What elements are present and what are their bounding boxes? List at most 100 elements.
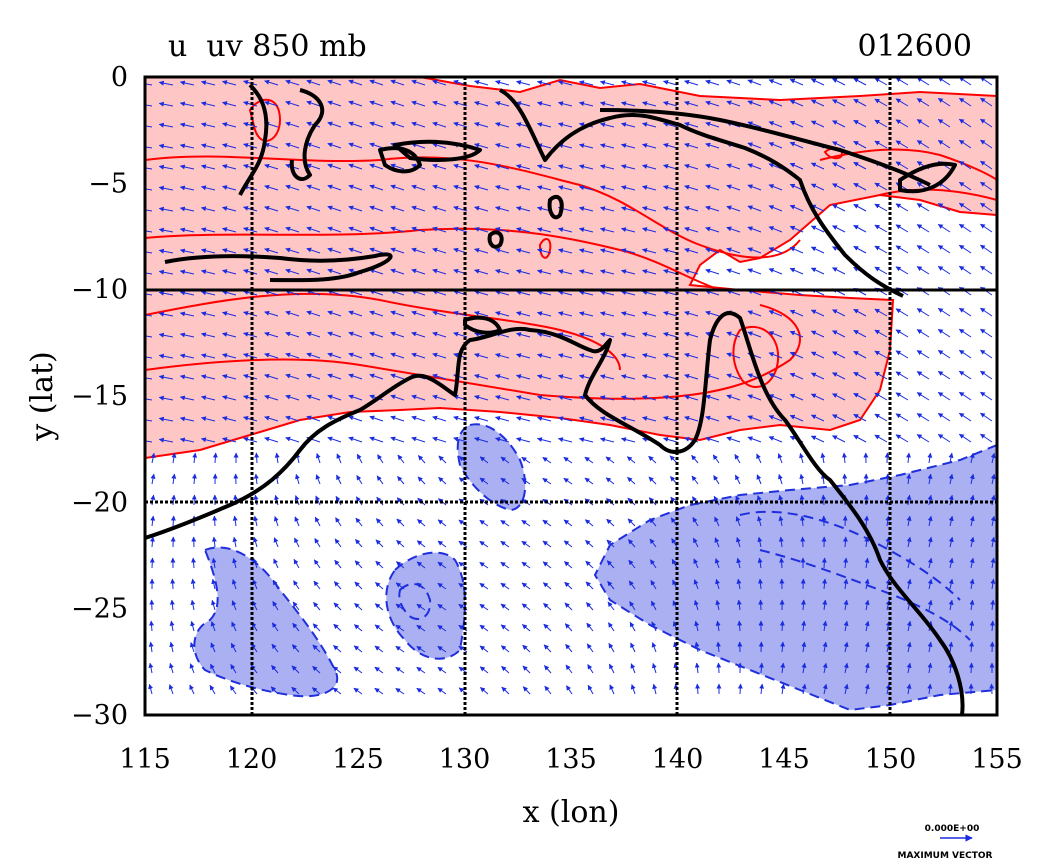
- wind-vector: [563, 540, 573, 548]
- wind-vector: [578, 227, 594, 233]
- wind-vector: [927, 557, 933, 569]
- wind-vector: [916, 140, 930, 149]
- wind-vector: [411, 331, 426, 338]
- y-tick-label: −25: [71, 594, 128, 625]
- wind-vector: [705, 226, 720, 233]
- wind-vector: [521, 603, 531, 611]
- wind-vector: [980, 244, 993, 254]
- wind-vector: [243, 289, 258, 296]
- wind-vector: [150, 494, 156, 506]
- wind-vector: [563, 519, 573, 527]
- wind-vector: [906, 578, 912, 590]
- wind-vector: [390, 394, 405, 401]
- y-tick-label: −15: [71, 381, 128, 412]
- wind-vector: [221, 395, 237, 401]
- wind-vector: [327, 373, 342, 380]
- wind-vector: [789, 351, 804, 359]
- wind-vector: [969, 578, 975, 590]
- wind-vector: [695, 683, 701, 695]
- wind-vector: [684, 205, 699, 212]
- wind-vector: [980, 223, 993, 233]
- wind-vector: [758, 662, 764, 674]
- x-tick-label: 115: [119, 744, 171, 775]
- wind-vector: [663, 206, 678, 212]
- wind-vector: [747, 310, 762, 317]
- wind-vector: [515, 164, 531, 170]
- wind-vector: [895, 308, 909, 317]
- wind-vector: [211, 578, 217, 590]
- wind-vector: [884, 473, 890, 485]
- wind-vector: [438, 476, 447, 485]
- wind-vector: [757, 557, 763, 569]
- wind-vector: [453, 415, 468, 422]
- wind-vector: [620, 248, 636, 254]
- wind-vector: [369, 331, 384, 338]
- wind-vector: [521, 561, 531, 569]
- wind-vector: [274, 494, 280, 506]
- wind-vector: [327, 310, 342, 317]
- wind-vector: [411, 310, 426, 317]
- wind-vector: [832, 330, 846, 338]
- wind-vector: [906, 494, 912, 506]
- wind-vector: [747, 226, 762, 233]
- wind-vector: [200, 416, 216, 422]
- wind-vector: [377, 454, 384, 464]
- wind-vector: [906, 683, 912, 695]
- wind-vector: [726, 436, 741, 443]
- wind-vector: [312, 623, 321, 632]
- wind-vector: [210, 621, 216, 632]
- wind-vector: [221, 311, 237, 317]
- wind-vector: [221, 164, 237, 170]
- wind-vector: [620, 101, 636, 107]
- wind-vector: [599, 269, 615, 275]
- x-tick-labels: 115 120 125 130 135 140 145 150 155: [119, 744, 1023, 775]
- wind-vector: [663, 311, 678, 317]
- wind-vector: [628, 539, 636, 548]
- wind-vector: [822, 620, 828, 632]
- wind-vector: [158, 101, 174, 107]
- wind-vector: [747, 79, 762, 86]
- wind-vector: [705, 415, 720, 422]
- wind-vector: [789, 393, 804, 401]
- wind-vector: [874, 224, 888, 233]
- wind-vector: [948, 557, 954, 569]
- wind-vector: [327, 163, 342, 170]
- wind-vector: [958, 160, 972, 170]
- wind-vector: [651, 642, 657, 653]
- wind-vector: [916, 371, 930, 380]
- wind-vector: [536, 374, 552, 380]
- wind-vector: [312, 644, 321, 653]
- wind-vector: [557, 164, 573, 170]
- wind-vector: [348, 247, 363, 254]
- wind-vector: [515, 143, 531, 149]
- wind-vector: [980, 370, 993, 380]
- wind-vector: [714, 558, 720, 569]
- wind-vector: [179, 122, 195, 128]
- y-tick-label: −30: [71, 700, 128, 731]
- wind-vector: [832, 267, 846, 275]
- wind-vector: [515, 101, 531, 107]
- wind-vector: [810, 309, 825, 317]
- wind-vector: [474, 226, 489, 233]
- wind-vector: [969, 515, 975, 527]
- wind-vector: [832, 162, 846, 170]
- wind-vector: [630, 663, 636, 674]
- wind-vector: [705, 121, 720, 128]
- wind-vector: [948, 578, 954, 590]
- wind-vector: [641, 227, 657, 233]
- wind-vector: [437, 561, 447, 569]
- wind-vector: [937, 433, 951, 443]
- wind-vector: [799, 452, 804, 464]
- wind-vector: [937, 223, 951, 233]
- wind-vector: [190, 599, 196, 611]
- wind-vector: [536, 248, 552, 254]
- wind-vector: [958, 391, 972, 401]
- wind-vector: [853, 140, 867, 149]
- coastline-new-guinea: [498, 88, 904, 298]
- wind-vector: [799, 473, 805, 485]
- wind-vector: [536, 353, 552, 359]
- wind-vector: [171, 494, 177, 506]
- wind-vector: [515, 311, 531, 317]
- wind-vector: [348, 142, 363, 149]
- wind-vector: [842, 473, 848, 485]
